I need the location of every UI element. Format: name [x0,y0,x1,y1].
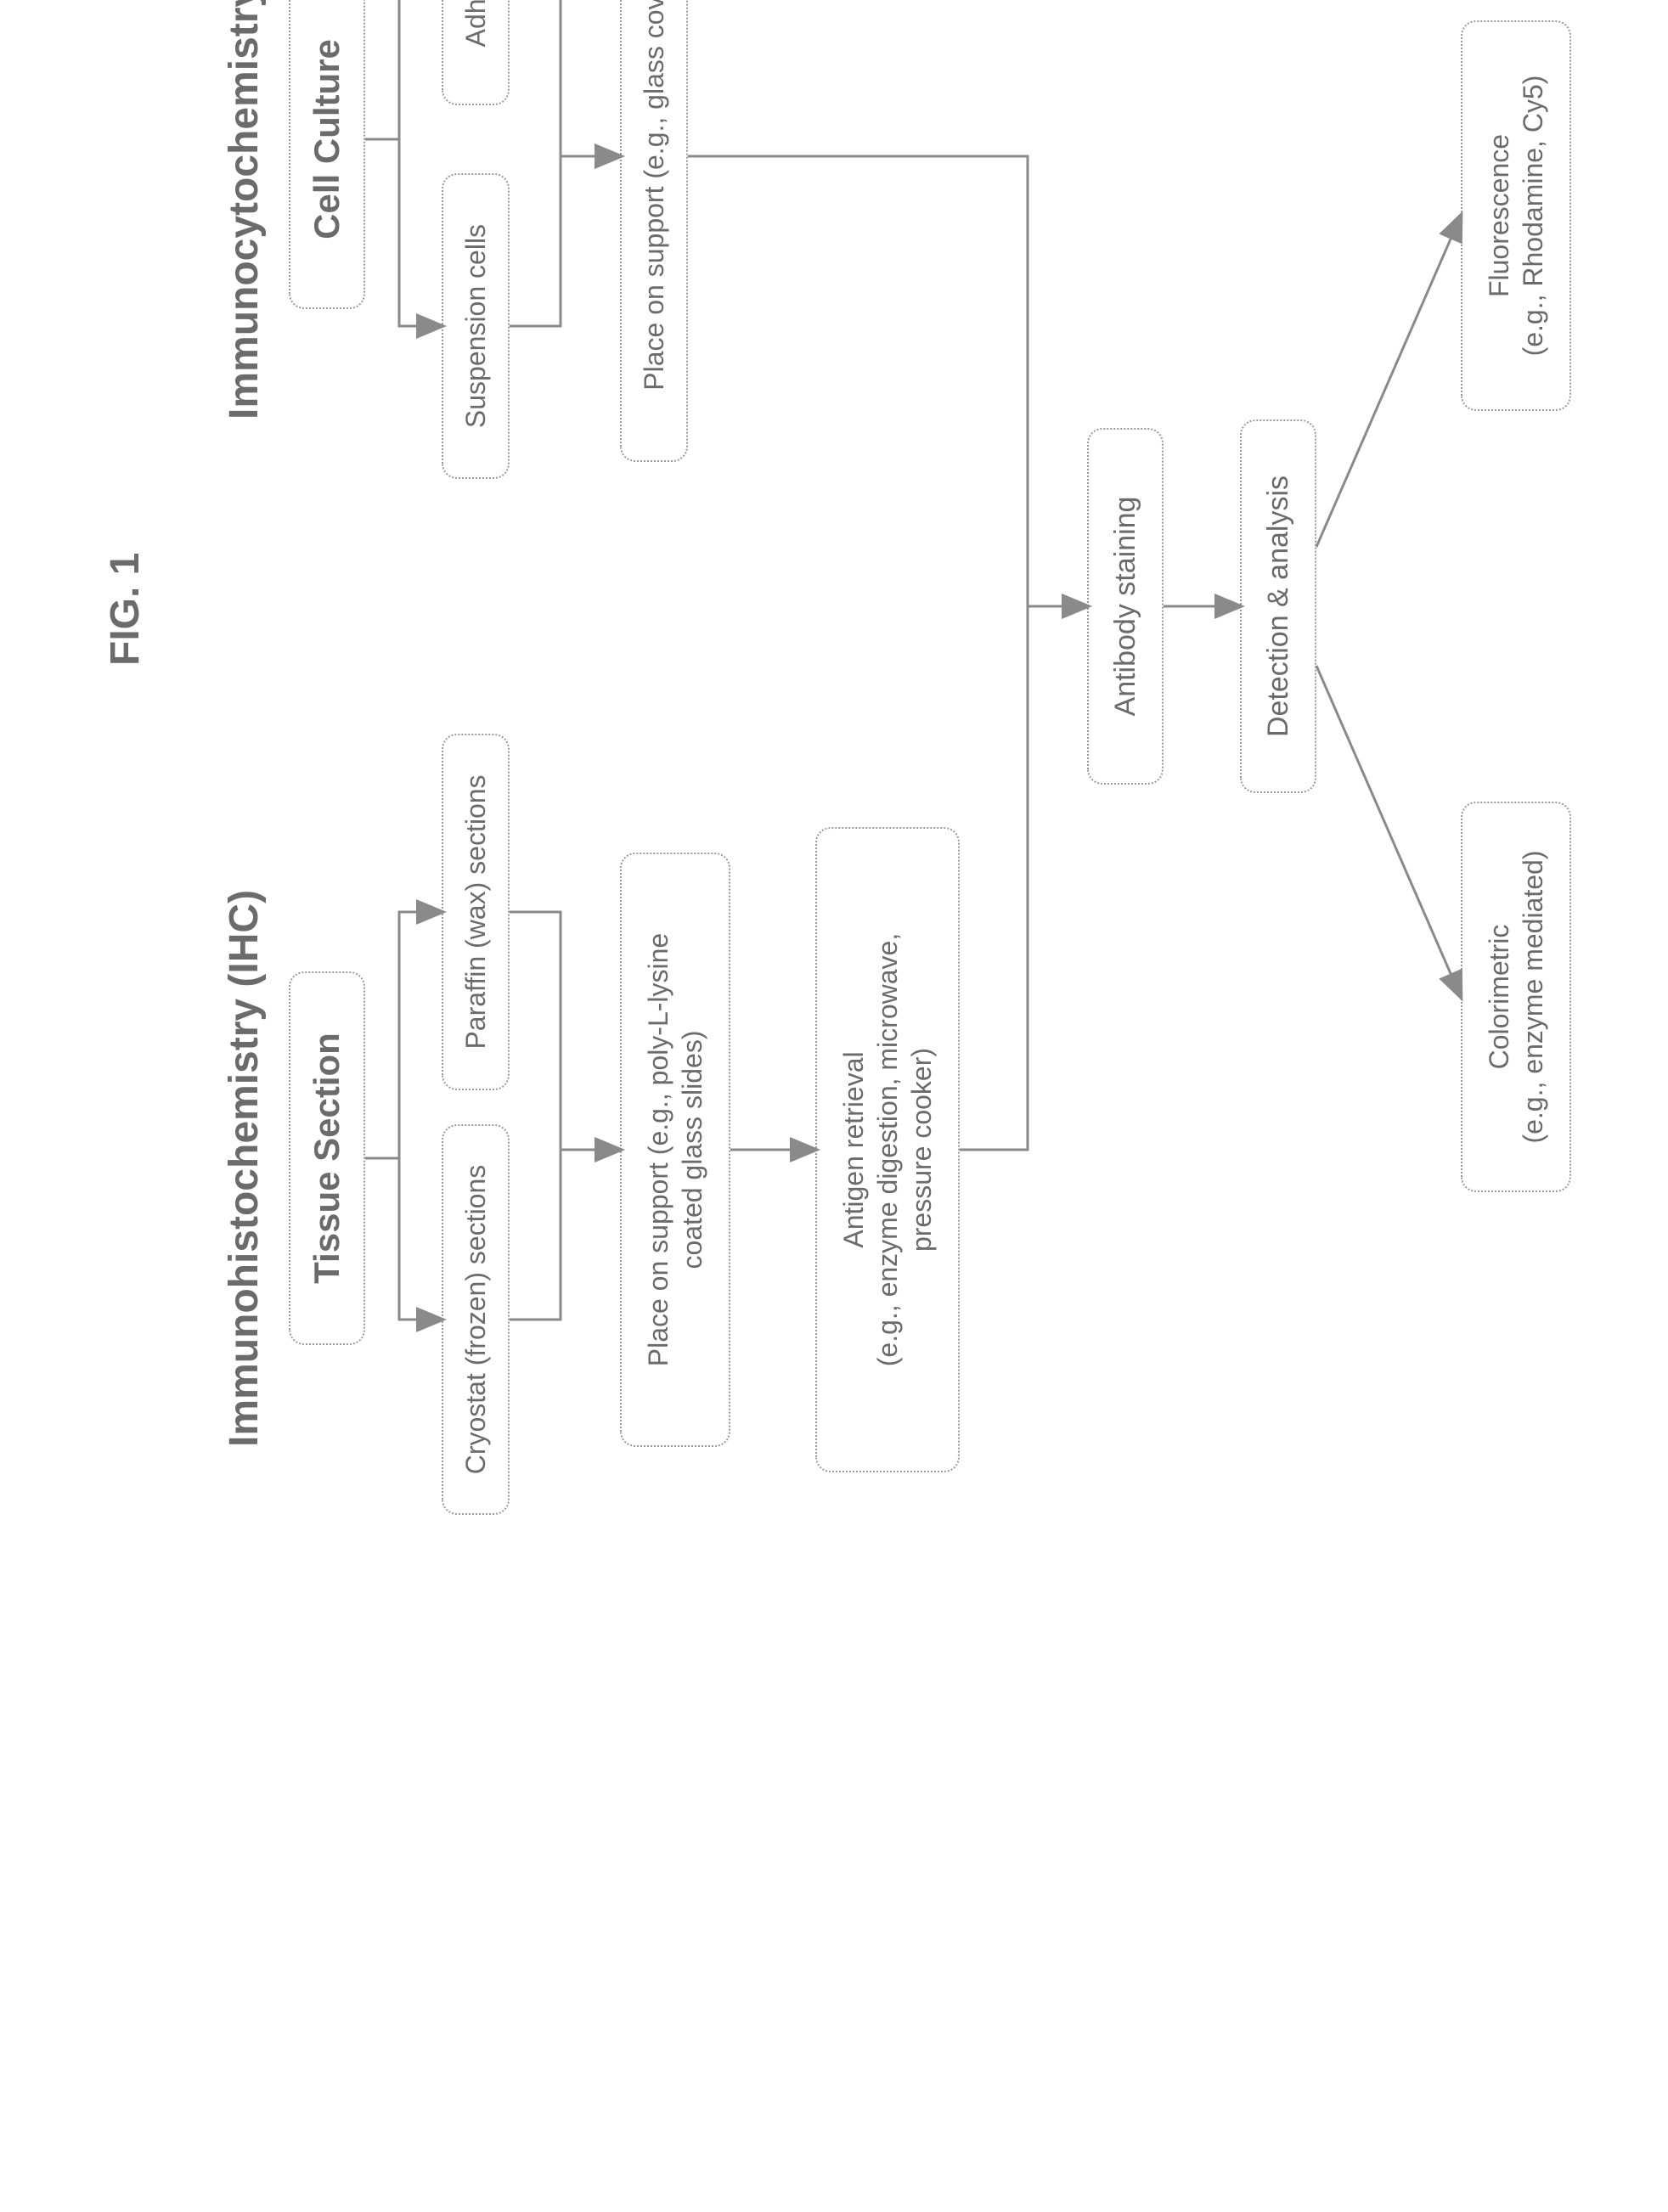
edge [510,0,620,156]
node-antibody-staining: Antibody staining [1087,428,1164,785]
edge [1316,666,1461,997]
node-colorimetric: Colorimetric(e.g., enzyme mediated) [1461,802,1571,1192]
node-adherent: Adherent cells [442,0,510,105]
edge [510,1150,620,1320]
node-cryostat: Cryostat (frozen) sections [442,1124,510,1515]
node-suspension: Suspension cells [442,173,510,479]
edge [1316,216,1461,547]
heading-icc: Immunocytochemistry (ICC) [221,0,268,419]
edge [365,139,442,326]
figure-title: FIG. 1 [102,553,149,666]
node-antigen-retrieval: Antigen retrieval(e.g., enzyme digestion… [815,827,960,1472]
edge [365,1158,442,1320]
edge [510,156,620,326]
edge [960,606,1087,1150]
node-detection: Detection & analysis [1240,419,1316,793]
edge [365,0,442,139]
node-support-icc: Place on support (e.g., glass coverslip) [620,0,688,462]
edge [365,912,442,1158]
node-cell-culture: Cell Culture [289,0,365,309]
node-tissue-section: Tissue Section [289,971,365,1345]
node-fluorescence: Fluorescence(e.g., Rhodamine, Cy5) [1461,20,1571,411]
edge [688,156,1087,606]
heading-ihc: Immunohistochemistry (IHC) [221,890,268,1447]
edge [510,912,620,1150]
node-support-ihc: Place on support (e.g., poly-L-lysinecoa… [620,853,730,1447]
node-paraffin: Paraffin (wax) sections [442,734,510,1090]
